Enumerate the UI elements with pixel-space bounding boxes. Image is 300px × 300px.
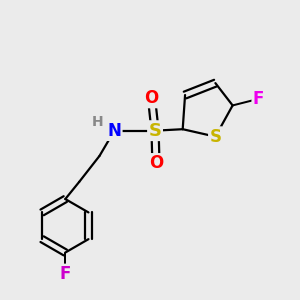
Text: F: F — [253, 90, 264, 108]
Text: O: O — [149, 154, 163, 172]
Text: F: F — [60, 265, 71, 283]
Text: H: H — [92, 115, 104, 129]
Text: S: S — [209, 128, 221, 146]
Text: S: S — [148, 122, 162, 140]
Text: O: O — [144, 89, 159, 107]
Text: N: N — [107, 122, 121, 140]
